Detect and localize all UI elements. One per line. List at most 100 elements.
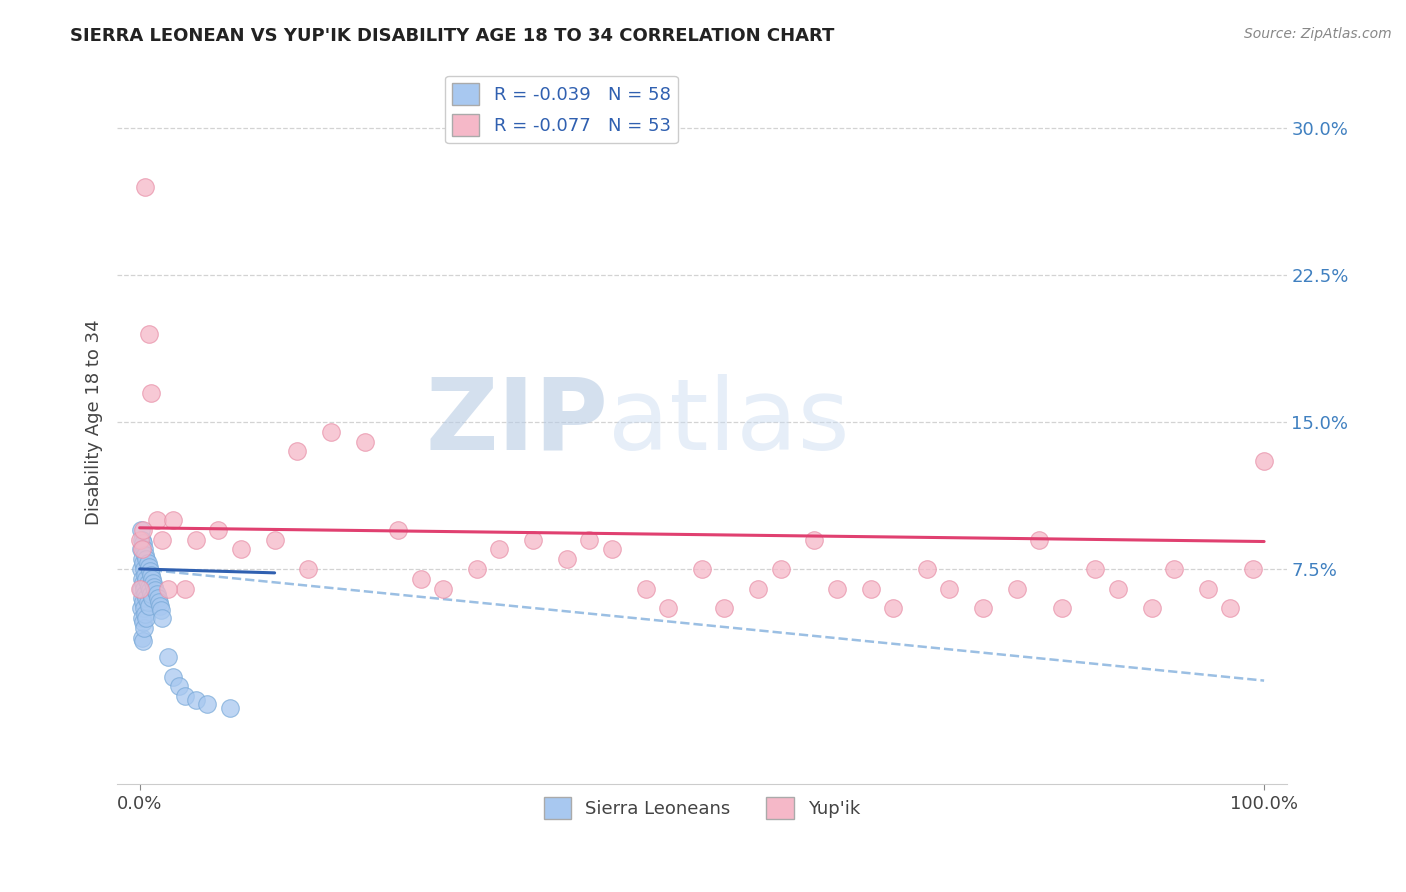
Point <box>132 556 155 570</box>
Point <box>156 582 179 596</box>
Point <box>131 591 153 606</box>
Point <box>131 533 153 547</box>
Point <box>134 542 156 557</box>
Point <box>1084 562 1107 576</box>
Point <box>555 552 578 566</box>
Point <box>136 595 159 609</box>
Point <box>129 542 152 557</box>
Point <box>285 444 308 458</box>
Point <box>132 536 155 550</box>
Point <box>132 634 155 648</box>
Point <box>218 701 240 715</box>
Point <box>128 582 150 596</box>
Text: atlas: atlas <box>609 374 851 470</box>
Point <box>938 582 960 596</box>
Point <box>263 533 285 547</box>
Point <box>138 599 160 614</box>
Point <box>803 533 825 547</box>
Point <box>138 560 160 574</box>
Point <box>150 603 173 617</box>
Point <box>297 562 319 576</box>
Point <box>1241 562 1264 576</box>
Point <box>136 575 159 590</box>
Point <box>859 582 882 596</box>
Point <box>134 621 156 635</box>
Point <box>149 599 172 614</box>
Legend: Sierra Leoneans, Yup'ik: Sierra Leoneans, Yup'ik <box>536 789 868 826</box>
Point <box>769 562 792 576</box>
Point <box>129 601 152 615</box>
Point <box>129 582 152 596</box>
Point <box>135 552 157 566</box>
Point <box>915 562 938 576</box>
Point <box>131 542 153 557</box>
Point <box>141 572 163 586</box>
Point <box>156 650 179 665</box>
Point <box>132 575 155 590</box>
Point <box>136 556 159 570</box>
Point <box>1253 454 1275 468</box>
Point <box>173 690 195 704</box>
Point <box>129 562 152 576</box>
Y-axis label: Disability Age 18 to 34: Disability Age 18 to 34 <box>86 319 103 524</box>
Point <box>128 533 150 547</box>
Point <box>634 582 657 596</box>
Point <box>139 385 162 400</box>
Point <box>1197 582 1219 596</box>
Point <box>129 523 152 537</box>
Point <box>134 607 156 621</box>
Point <box>141 591 163 606</box>
Point <box>167 680 190 694</box>
Point <box>146 591 169 606</box>
Point <box>1005 582 1028 596</box>
Point <box>145 513 167 527</box>
Point <box>134 548 156 562</box>
Point <box>1050 601 1073 615</box>
Text: ZIP: ZIP <box>426 374 609 470</box>
Point <box>184 533 207 547</box>
Point <box>134 567 156 582</box>
Point <box>135 611 157 625</box>
Point <box>132 595 155 609</box>
Point <box>353 434 375 449</box>
Point <box>142 575 165 590</box>
Point <box>162 513 184 527</box>
Point <box>657 601 679 615</box>
Point <box>132 523 155 537</box>
Point <box>1107 582 1129 596</box>
Point <box>432 582 454 596</box>
Text: Source: ZipAtlas.com: Source: ZipAtlas.com <box>1244 27 1392 41</box>
Point <box>139 587 162 601</box>
Point <box>131 631 153 645</box>
Point <box>522 533 544 547</box>
Point <box>135 591 157 606</box>
Point <box>229 542 252 557</box>
Point <box>465 562 488 576</box>
Point <box>319 425 342 439</box>
Point <box>145 587 167 601</box>
Point <box>132 615 155 629</box>
Point <box>148 595 170 609</box>
Point <box>1140 601 1163 615</box>
Text: SIERRA LEONEAN VS YUP'IK DISABILITY AGE 18 TO 34 CORRELATION CHART: SIERRA LEONEAN VS YUP'IK DISABILITY AGE … <box>70 27 835 45</box>
Point <box>207 523 229 537</box>
Point <box>882 601 904 615</box>
Point <box>150 611 173 625</box>
Point <box>195 697 218 711</box>
Point <box>162 670 184 684</box>
Point <box>488 542 510 557</box>
Point <box>139 564 162 578</box>
Point <box>139 567 162 582</box>
Point <box>131 552 153 566</box>
Point <box>1163 562 1185 576</box>
Point <box>138 580 160 594</box>
Point <box>578 533 600 547</box>
Point <box>184 693 207 707</box>
Point <box>138 326 160 341</box>
Point <box>131 572 153 586</box>
Point <box>134 180 156 194</box>
Point <box>143 580 166 594</box>
Point <box>145 583 167 598</box>
Point <box>139 583 162 598</box>
Point <box>825 582 848 596</box>
